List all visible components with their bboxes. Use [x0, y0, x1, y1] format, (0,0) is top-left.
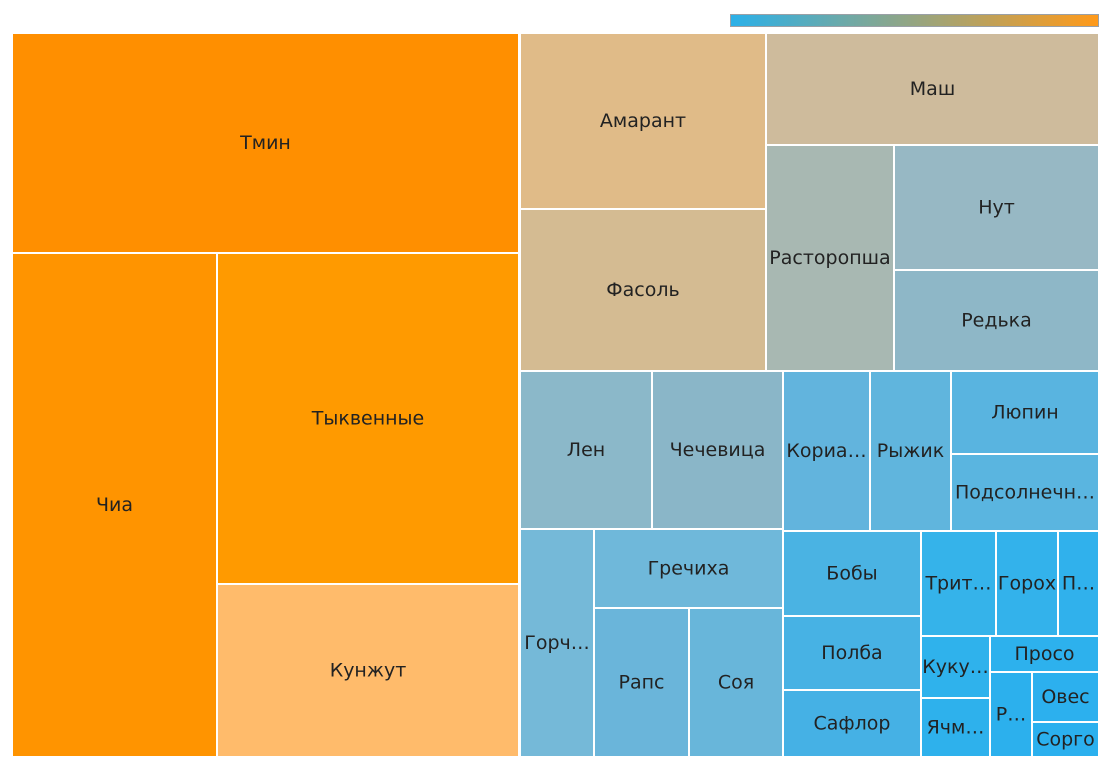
treemap-tile-label-item-7: Расторопша	[769, 247, 890, 269]
treemap-tile-label-item-28: Просо	[1014, 643, 1074, 665]
treemap-tile-label-item-2: Тыквенные	[311, 408, 425, 430]
treemap-tile-label-item-16: Горч…	[524, 632, 590, 654]
treemap-tile-item-1[interactable]	[11, 252, 218, 758]
treemap-tile-item-11[interactable]	[651, 370, 784, 530]
treemap-tile-label-item-30: Овес	[1041, 686, 1089, 708]
treemap-tile-item-21[interactable]	[782, 615, 922, 691]
treemap-tile-label-item-14: Люпин	[991, 402, 1058, 424]
treemap-tile-item-29[interactable]	[989, 671, 1033, 758]
treemap-tile-label-item-6: Маш	[910, 78, 955, 100]
treemap-tile-item-0[interactable]	[11, 32, 520, 254]
treemap-tile-label-item-11: Чечевица	[670, 439, 766, 461]
treemap-tile-label-item-4: Амарант	[600, 110, 686, 132]
treemap-tile-label-item-24: Горох	[998, 573, 1056, 595]
treemap-tile-item-7[interactable]	[765, 144, 895, 372]
treemap-tile-item-23[interactable]	[920, 530, 997, 637]
treemap-tile-label-item-31: Сорго	[1036, 729, 1095, 751]
treemap-tile-label-item-27: Ячм…	[927, 717, 985, 739]
treemap-tile-label-item-10: Лен	[567, 439, 605, 461]
treemap-tile-label-item-18: Рапс	[619, 672, 665, 694]
treemap-tile-item-3[interactable]	[216, 583, 520, 758]
treemap-tile-label-item-13: Рыжик	[877, 440, 944, 462]
treemap-tile-item-16[interactable]	[519, 528, 595, 758]
treemap-tile-item-9[interactable]	[893, 269, 1100, 372]
treemap-tile-label-item-19: Соя	[718, 672, 754, 694]
treemap-tile-label-item-3: Кунжут	[330, 660, 407, 682]
treemap-tile-label-item-21: Полба	[821, 642, 882, 664]
treemap-tile-item-6[interactable]	[765, 32, 1100, 146]
treemap-tile-item-15[interactable]	[950, 453, 1100, 532]
treemap-tile-item-20[interactable]	[782, 530, 922, 617]
treemap-tile-item-12[interactable]	[782, 370, 871, 532]
treemap-tile-label-item-22: Сафлор	[814, 713, 891, 735]
treemap-tile-label-item-23: Трит…	[924, 573, 991, 595]
treemap-tile-label-item-17: Гречиха	[648, 558, 730, 580]
treemap-tile-label-item-12: Кориа…	[786, 440, 866, 462]
treemap-tile-label-item-26: Куку…	[922, 656, 988, 678]
treemap-tile-label-item-25: П…	[1062, 573, 1095, 595]
treemap-tile-item-2[interactable]	[216, 252, 520, 585]
treemap-tile-item-13[interactable]	[869, 370, 952, 532]
treemap-tile-item-25[interactable]	[1057, 530, 1100, 637]
treemap-tile-item-24[interactable]	[995, 530, 1059, 637]
treemap-tile-item-18[interactable]	[593, 607, 690, 758]
treemap-tile-label-item-0: Тмин	[239, 132, 291, 154]
treemap-tile-item-8[interactable]	[893, 144, 1100, 271]
treemap-tile-item-17[interactable]	[593, 528, 784, 609]
color-scale-bar	[730, 14, 1099, 27]
treemap-tile-label-item-15: Подсолнечн…	[955, 482, 1095, 504]
treemap-tile-label-item-29: Р…	[996, 704, 1026, 726]
treemap-tile-item-14[interactable]	[950, 370, 1100, 455]
treemap-tile-label-item-9: Редька	[961, 310, 1032, 332]
treemap-tile-item-31[interactable]	[1031, 721, 1100, 758]
treemap-tile-label-item-8: Нут	[978, 197, 1015, 219]
treemap-tile-item-22[interactable]	[782, 689, 922, 758]
treemap-tile-label-item-1: Чиа	[96, 494, 133, 516]
treemap-tile-label-item-20: Бобы	[826, 563, 877, 585]
treemap-tile-label-item-5: Фасоль	[606, 279, 679, 301]
